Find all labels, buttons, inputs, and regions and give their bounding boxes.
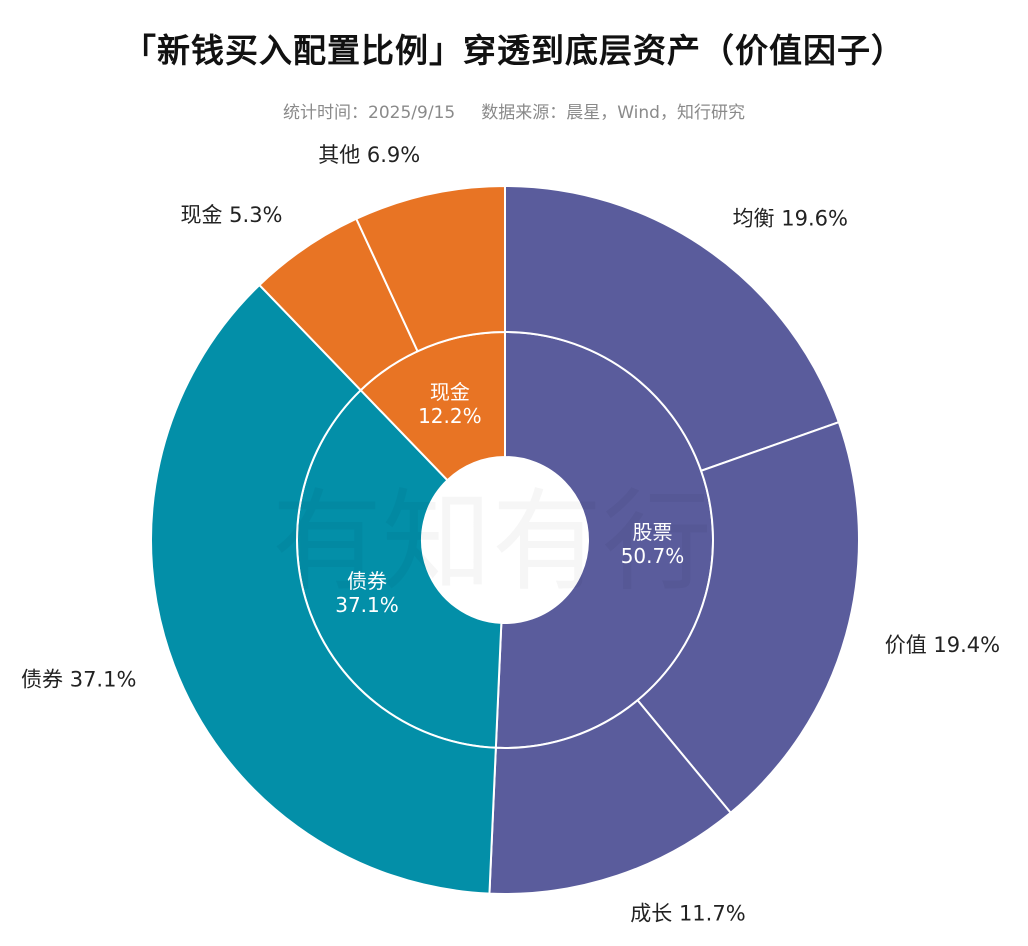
inner-label-name-2: 现金 xyxy=(430,380,470,404)
outer-label-2: 成长 11.7% xyxy=(630,902,745,926)
inner-label-value-0: 50.7% xyxy=(621,544,685,568)
outer-ring xyxy=(150,184,860,896)
chart-title: 「新钱买入配置比例」穿透到底层资产（价值因子） xyxy=(123,31,905,70)
subtitle-source: 数据来源：晨星，Wind，知行研究 xyxy=(481,103,745,123)
subtitle-date: 统计时间：2025/9/15 xyxy=(283,103,456,123)
outer-label-4: 现金 5.3% xyxy=(180,203,282,227)
outer-label-5: 其他 6.9% xyxy=(318,143,420,167)
inner-label-name-0: 股票 xyxy=(632,520,672,544)
outer-slice-1 xyxy=(636,420,860,815)
outer-slice-5 xyxy=(354,184,506,353)
chart-subtitle: 统计时间：2025/9/15 数据来源：晨星，Wind，知行研究 xyxy=(0,98,1028,123)
inner-ring xyxy=(296,330,714,749)
inner-label-name-1: 债券 xyxy=(347,569,387,593)
outer-label-0: 均衡 19.6% xyxy=(733,206,848,230)
inner-label-value-1: 37.1% xyxy=(335,593,399,617)
outer-label-1: 价值 19.4% xyxy=(885,633,1000,657)
inner-label-value-2: 12.2% xyxy=(418,404,482,428)
outer-label-3: 债券 37.1% xyxy=(21,667,136,691)
outer-labels: 均衡 19.6% 价值 19.4% 成长 11.7% 债券 37.1% 现金 5.3% 其… xyxy=(21,143,1000,925)
outer-slice-0 xyxy=(504,184,841,473)
outer-slice-3 xyxy=(150,283,497,895)
